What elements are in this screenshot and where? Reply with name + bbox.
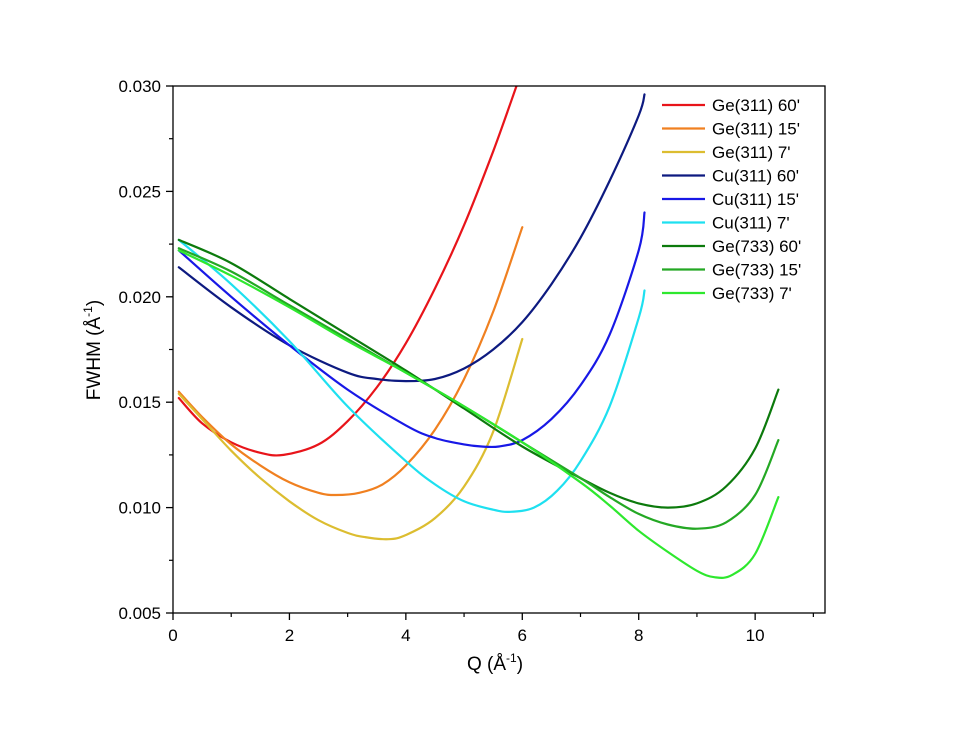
y-tick-label: 0.010 bbox=[118, 499, 161, 518]
x-tick-label: 10 bbox=[746, 626, 765, 645]
series-line bbox=[177, 247, 780, 530]
y-tick-label: 0.005 bbox=[118, 604, 161, 623]
legend-label: Cu(311) 60' bbox=[712, 167, 799, 186]
x-tick-label: 0 bbox=[168, 626, 177, 645]
plot-frame bbox=[172, 85, 826, 614]
legend-label: Cu(311) 15' bbox=[712, 190, 799, 209]
legend-label: Cu(311) 7' bbox=[712, 214, 790, 233]
x-tick-label: 8 bbox=[634, 626, 643, 645]
legend-label: Ge(733) 60' bbox=[712, 237, 801, 256]
plot-lines bbox=[177, 86, 780, 579]
legend-label: Ge(311) 60' bbox=[712, 96, 800, 115]
series-line bbox=[177, 211, 646, 449]
legend-label: Ge(733) 15' bbox=[712, 261, 801, 280]
series-line bbox=[177, 226, 524, 497]
y-tick-label: 0.030 bbox=[118, 77, 161, 96]
legend: Ge(311) 60' Ge(311) 15' Ge(311) 7' Cu(311) … bbox=[662, 96, 801, 303]
y-tick-label: 0.025 bbox=[118, 182, 161, 201]
x-tick-label: 2 bbox=[285, 626, 294, 645]
legend-label: Ge(311) 7' bbox=[712, 143, 791, 162]
series-line bbox=[177, 238, 780, 509]
series-line bbox=[177, 238, 646, 513]
series-line bbox=[177, 93, 646, 383]
x-tick-label: 6 bbox=[518, 626, 527, 645]
series-line bbox=[177, 249, 780, 579]
x-tick-label: 4 bbox=[401, 626, 410, 645]
legend-label: Ge(733) 7' bbox=[712, 284, 792, 303]
y-tick-label: 0.015 bbox=[118, 393, 161, 412]
y-tick-label: 0.020 bbox=[118, 288, 161, 307]
y-axis-title: FWHM (Å-1) bbox=[81, 300, 105, 400]
series-line bbox=[177, 337, 524, 541]
axis-ticks: 0 2 4 6 8 10 0.005 0.010 0.015 0.020 0.025 0.030 bbox=[118, 77, 814, 645]
legend-label: Ge(311) 15' bbox=[712, 120, 800, 139]
x-axis-title: Q (Å-1) bbox=[467, 651, 523, 675]
series-line bbox=[177, 86, 518, 457]
